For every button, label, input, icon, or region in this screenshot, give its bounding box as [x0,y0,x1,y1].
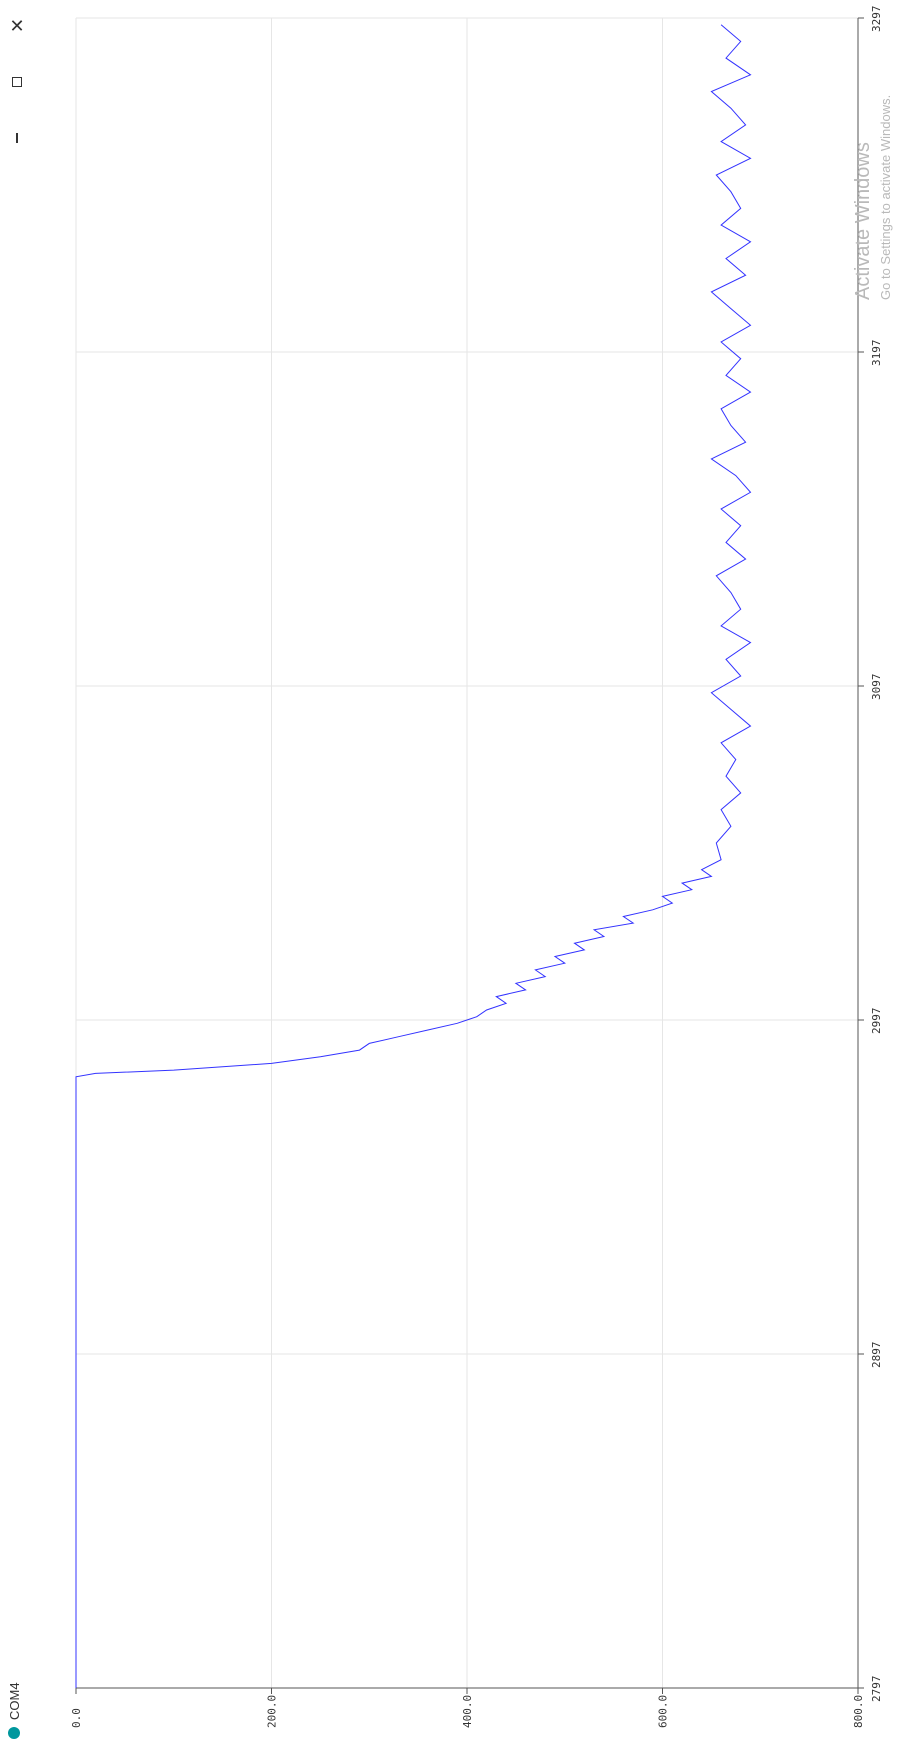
tick-labels: 800.0 600.0 400.0 200.0 0.0 2797 2897 2997 3097 3… [70,6,883,1729]
series-line [75,24,752,1688]
sample-tick-label: 3197 [870,340,883,367]
minimize-icon [16,133,18,143]
value-tick-label: 0.0 [70,1708,83,1728]
close-button[interactable]: ✕ [0,6,34,46]
sample-tick-label: 2797 [870,1676,883,1703]
sample-tick-label: 2897 [870,1342,883,1369]
sample-tick-label: 3297 [870,6,883,33]
maximize-button[interactable] [0,62,34,102]
sample-tick-label: 3097 [870,674,883,701]
activation-watermark-subtitle: Go to Settings to activate Windows. [878,94,893,300]
axis-layer [75,17,864,1694]
value-tick-label: 200.0 [266,1695,279,1728]
minimize-button[interactable] [0,118,34,158]
value-tick-label: 400.0 [461,1695,474,1728]
connection-status-icon [8,1727,20,1739]
sample-tick-label: 2997 [870,1008,883,1035]
close-icon: ✕ [9,15,25,37]
value-tick-label: 600.0 [657,1695,670,1728]
grid-layer [75,17,858,1689]
value-tick-label: 800.0 [852,1695,865,1728]
activation-watermark-title: Activate Windows [852,142,874,300]
maximize-icon [12,77,22,87]
